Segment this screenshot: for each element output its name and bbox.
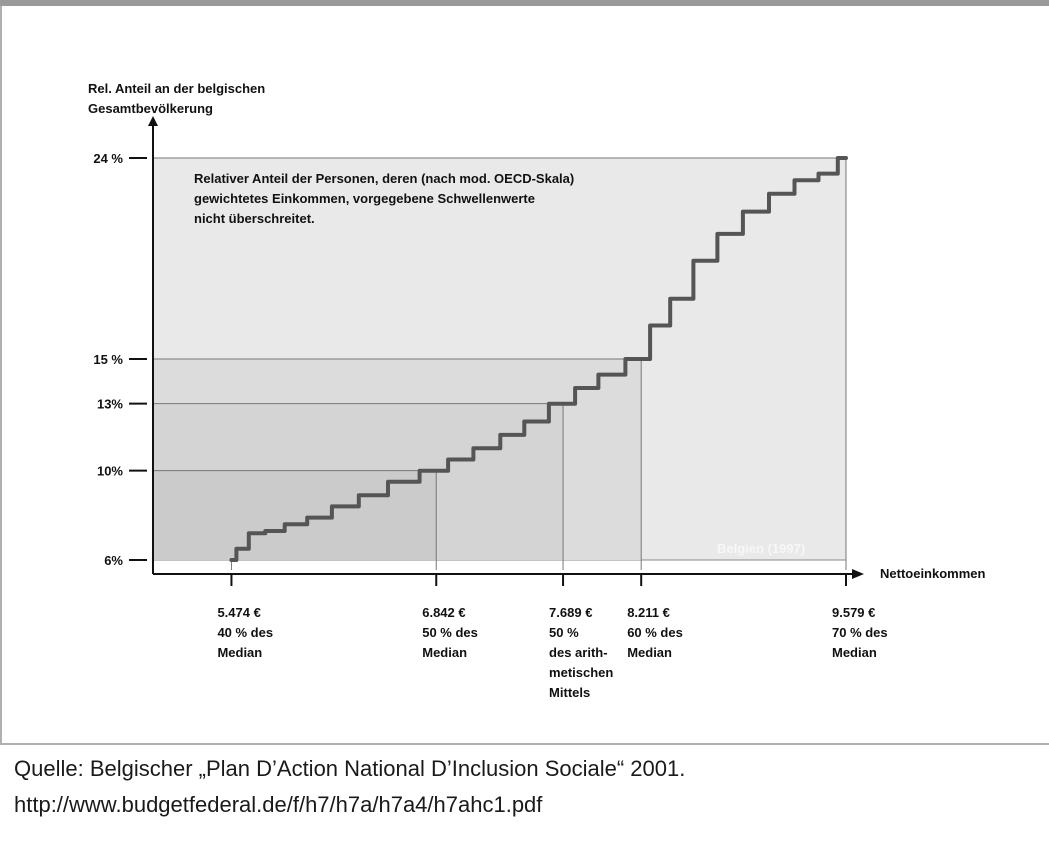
guide-lines xyxy=(153,157,847,570)
x-threshold-label: des arith- xyxy=(549,645,608,660)
y-tick-label: 6% xyxy=(104,553,123,568)
source-url[interactable]: http://www.budgetfederal.de/f/h7/h7a/h7a… xyxy=(14,792,543,817)
top-bar xyxy=(0,0,1049,6)
y-axis-title-line-2: Gesamtbevölkerung xyxy=(88,101,213,116)
x-threshold-label: 70 % des xyxy=(832,625,888,640)
x-threshold-label: 50 % xyxy=(549,625,579,640)
curve-layer xyxy=(229,156,848,562)
source-citation: Quelle: Belgischer „Plan D’Action Nation… xyxy=(14,756,686,781)
x-threshold-label: metischen xyxy=(549,665,613,680)
annotation-line-2: gewichtetes Einkommen, vorgegebene Schwe… xyxy=(194,191,535,206)
y-tick-label: 24 % xyxy=(93,151,123,166)
plot-background xyxy=(152,157,847,561)
x-threshold-label: Mittels xyxy=(549,685,590,700)
x-axis-arrow xyxy=(852,569,864,579)
watermark-label: Belgien (1997) xyxy=(717,541,805,556)
x-threshold-label: Median xyxy=(832,645,877,660)
x-threshold-label: 5.474 € xyxy=(217,605,260,620)
tick-labels: 6% 10% 13% 15 % 24 % 5.474 € 40 % des Median 6.8… xyxy=(93,151,887,700)
y-tick-label: 15 % xyxy=(93,352,123,367)
y-tick-label: 13% xyxy=(97,397,123,412)
x-axis-title: Nettoeinkommen xyxy=(880,566,986,581)
chart: Rel. Anteil an der belgischen Gesamtbevö… xyxy=(0,0,1049,745)
x-threshold-label: Median xyxy=(627,645,672,660)
x-threshold-label: 40 % des xyxy=(217,625,273,640)
x-threshold-label: 6.842 € xyxy=(422,605,465,620)
x-threshold-label: 50 % des xyxy=(422,625,478,640)
axes xyxy=(129,116,864,586)
y-tick-label: 10% xyxy=(97,464,123,479)
x-threshold-label: 8.211 € xyxy=(627,605,670,620)
shade-50-median xyxy=(153,470,437,560)
x-threshold-label: Median xyxy=(422,645,467,660)
annotation-line-1: Relativer Anteil der Personen, deren (na… xyxy=(194,171,574,186)
y-axis-arrow xyxy=(148,116,158,126)
y-axis-title-line-1: Rel. Anteil an der belgischen xyxy=(88,81,265,96)
x-threshold-label: 60 % des xyxy=(627,625,683,640)
x-threshold-label: 9.579 € xyxy=(832,605,875,620)
x-threshold-label: 7.689 € xyxy=(549,605,592,620)
annotation-line-3: nicht überschreitet. xyxy=(194,211,315,226)
x-threshold-label: Median xyxy=(217,645,262,660)
